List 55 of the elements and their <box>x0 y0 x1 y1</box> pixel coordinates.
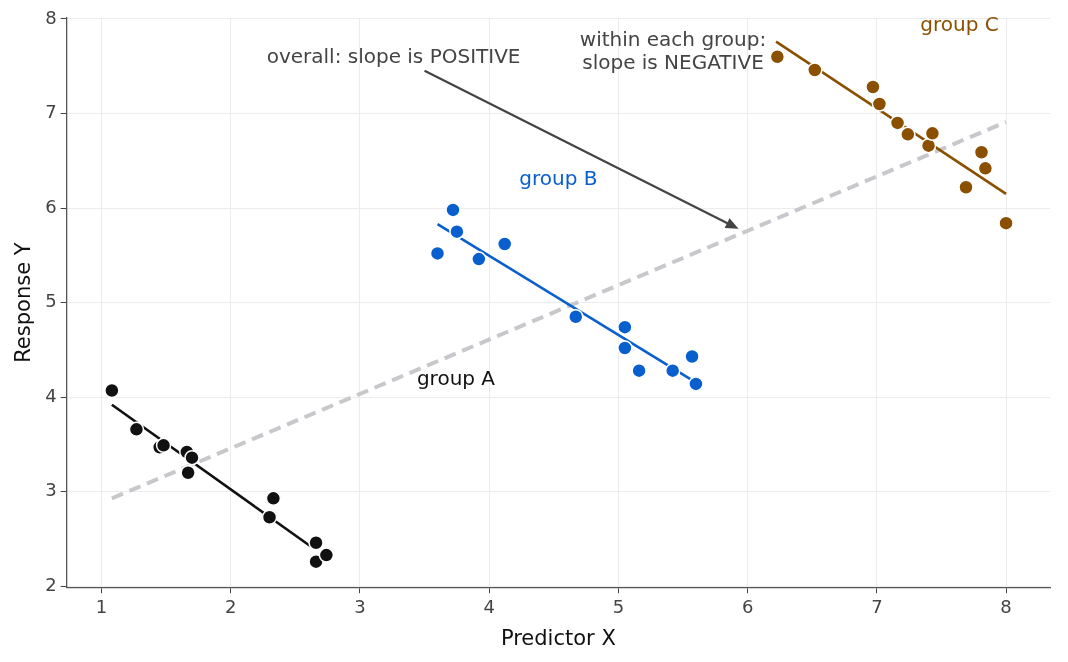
point <box>977 160 994 177</box>
annotation: overall: slope is POSITIVE <box>266 44 521 69</box>
y-tick-label: 7 <box>45 101 57 123</box>
y-tick-label: 3 <box>45 479 57 501</box>
point <box>924 125 941 142</box>
point <box>807 62 823 78</box>
point <box>261 509 278 525</box>
y-tick-label: 8 <box>45 6 57 28</box>
y-tick-label: 2 <box>45 573 57 595</box>
point <box>617 340 633 356</box>
point <box>184 449 200 466</box>
point <box>958 179 974 195</box>
x-tick-label: 3 <box>354 595 366 617</box>
x-tick-label: 6 <box>741 595 754 617</box>
y-axis-title: Response Y <box>11 242 36 363</box>
x-tick-label: 7 <box>871 595 883 617</box>
point <box>265 490 282 507</box>
point <box>449 223 465 240</box>
annotation: within each group: slope is NEGATIVE <box>579 26 767 74</box>
point <box>664 362 681 379</box>
point <box>318 547 335 563</box>
point <box>631 362 647 379</box>
point <box>128 421 145 438</box>
point <box>445 202 461 218</box>
point <box>998 215 1014 231</box>
x-tick-label: 8 <box>1000 595 1012 617</box>
y-tick-label: 4 <box>45 384 57 406</box>
x-tick-label: 2 <box>225 595 237 617</box>
point <box>769 49 786 65</box>
point <box>865 79 881 95</box>
x-tick-label: 1 <box>95 595 108 617</box>
y-tick-label: 6 <box>45 195 57 217</box>
point <box>900 126 916 143</box>
point <box>568 309 584 325</box>
point <box>471 251 487 267</box>
y-tick-label: 5 <box>45 290 57 312</box>
point <box>920 137 937 154</box>
point <box>617 319 633 335</box>
point <box>871 96 888 112</box>
point <box>155 437 172 454</box>
x-tick-label: 4 <box>483 595 495 617</box>
point <box>308 535 324 551</box>
point <box>180 465 196 481</box>
point <box>429 245 446 262</box>
point <box>688 376 704 392</box>
text: group A <box>416 366 496 391</box>
point <box>973 144 990 161</box>
x-axis-title: Predictor X <box>500 625 616 650</box>
x-tick-label: 5 <box>612 595 625 617</box>
text: group C <box>920 12 999 37</box>
point <box>104 382 120 399</box>
point <box>889 115 906 131</box>
point <box>496 236 513 252</box>
text: group B <box>519 166 598 191</box>
point <box>684 348 700 365</box>
